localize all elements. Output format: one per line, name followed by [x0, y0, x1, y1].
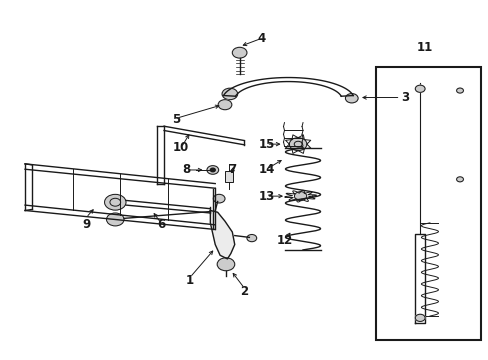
Circle shape — [456, 177, 463, 182]
Circle shape — [294, 192, 306, 201]
Circle shape — [217, 258, 234, 271]
Circle shape — [232, 47, 246, 58]
Circle shape — [345, 94, 357, 103]
Circle shape — [104, 194, 126, 210]
Text: 13: 13 — [258, 190, 274, 203]
Circle shape — [414, 85, 424, 93]
Circle shape — [246, 234, 256, 242]
Circle shape — [456, 88, 463, 93]
Text: 10: 10 — [173, 141, 189, 154]
Text: 7: 7 — [228, 163, 236, 176]
Text: 15: 15 — [258, 138, 274, 150]
Circle shape — [222, 88, 237, 100]
Text: 6: 6 — [157, 218, 165, 231]
Circle shape — [414, 314, 424, 321]
Text: 12: 12 — [276, 234, 292, 247]
Text: 14: 14 — [258, 163, 274, 176]
Polygon shape — [210, 211, 234, 259]
Circle shape — [106, 213, 124, 226]
Bar — [375, 67, 480, 339]
Text: 5: 5 — [172, 113, 180, 126]
Text: 9: 9 — [81, 218, 90, 231]
Text: 4: 4 — [257, 32, 265, 45]
Text: 11: 11 — [416, 41, 432, 54]
Text: 1: 1 — [185, 274, 194, 287]
Circle shape — [210, 168, 215, 172]
Circle shape — [218, 100, 231, 110]
Circle shape — [206, 166, 218, 174]
Text: 8: 8 — [182, 163, 190, 176]
Circle shape — [289, 138, 306, 150]
Text: 3: 3 — [401, 91, 408, 104]
Bar — [224, 171, 232, 182]
Circle shape — [213, 194, 224, 203]
Text: 2: 2 — [240, 285, 248, 298]
